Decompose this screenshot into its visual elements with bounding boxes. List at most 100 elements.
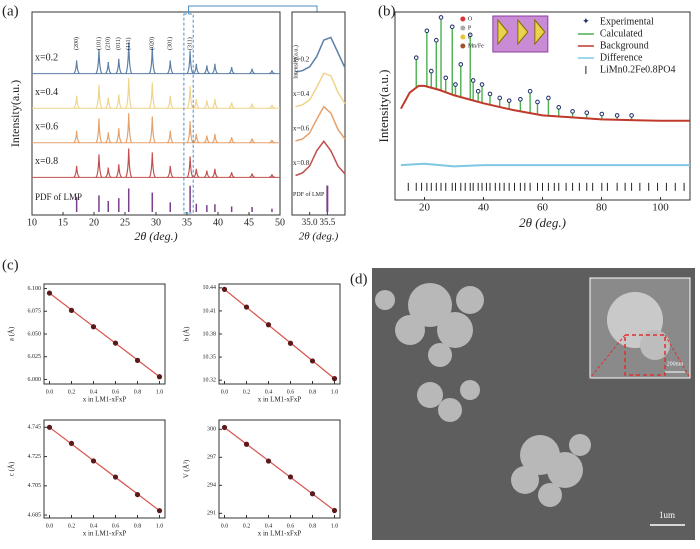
fit-line: [49, 292, 160, 378]
x-axis-label: x in LM1-xFxP: [258, 530, 302, 538]
peak: [166, 60, 174, 75]
series-label: x=0.4: [293, 90, 310, 98]
x-tick-label: 0.4: [265, 523, 273, 529]
peak: [166, 165, 174, 178]
x-tick-label: 15: [58, 217, 68, 228]
x-tick-label: 25: [120, 217, 130, 228]
peak: [125, 148, 133, 178]
point: [221, 424, 228, 431]
fit-line: [224, 288, 335, 380]
line: [295, 36, 346, 73]
plot-frame: [43, 419, 166, 519]
point: [265, 322, 272, 328]
structure-legend-dot: [460, 43, 466, 49]
peak: [104, 167, 112, 178]
experimental-point: [475, 88, 481, 94]
peak: [211, 168, 219, 178]
zoom-box: [183, 13, 194, 214]
peak: [228, 137, 235, 144]
zoom-connector: [188, 5, 318, 14]
experimental-point: [467, 32, 473, 38]
experimental-point: [497, 95, 503, 101]
experimental-point: [449, 24, 455, 30]
point: [331, 507, 338, 514]
x-tick-label: 0.6: [287, 389, 295, 395]
y-axis-label: V (Å³): [183, 459, 191, 478]
point: [243, 441, 250, 447]
fit-line: [49, 426, 160, 512]
structure-legend-label: Mn/Fe: [468, 43, 484, 49]
point: [46, 290, 53, 296]
panel-label: (b): [378, 3, 396, 19]
line: [400, 84, 690, 122]
y-axis-label: Intensity(a.u.): [8, 80, 22, 147]
peak: [203, 100, 211, 109]
x-tick-label: 10: [27, 217, 37, 228]
peak: [95, 48, 103, 75]
experimental-point: [413, 55, 419, 60]
peak: [95, 154, 103, 178]
x-tick-label: 20: [89, 217, 99, 228]
y-tick-label: 6.075: [28, 309, 42, 315]
y-tick-label: 10.41: [203, 308, 217, 314]
peak: [148, 116, 156, 144]
experimental-point: [453, 82, 458, 87]
x-tick-label: 0.6: [287, 523, 295, 529]
series-label: x=0.6: [293, 125, 310, 133]
experimental-point: [556, 105, 562, 110]
experimental-point: [443, 75, 449, 81]
experimental-point: [570, 109, 575, 114]
x-tick-label: 0.2: [243, 523, 251, 529]
series-label: x=0.4: [35, 87, 58, 98]
hkl-label: (101): [95, 37, 102, 50]
experimental-point: [487, 91, 493, 97]
point: [156, 374, 163, 380]
x-tick-label: 35.5: [319, 217, 335, 227]
x-tick-label: 50: [275, 217, 285, 228]
legend-label: LiMn0.2Fe0.8PO4: [600, 64, 676, 75]
peak: [115, 164, 123, 178]
y-tick-label: 6.025: [28, 354, 42, 360]
peak: [115, 128, 123, 144]
line: [295, 72, 346, 108]
series-label: x=0.6: [35, 122, 58, 133]
hkl-label: (301): [167, 37, 174, 50]
y-tick-label: 10.38: [203, 331, 217, 337]
y-tick-label: 291: [207, 511, 216, 517]
legend-label: Background: [600, 40, 649, 51]
y-tick-label: 10.44: [203, 285, 217, 291]
panel-label: (d): [350, 271, 368, 287]
point: [287, 340, 294, 346]
y-tick-label: 6.000: [28, 377, 42, 383]
y-tick-label: 4.685: [28, 512, 42, 518]
peak: [73, 60, 81, 75]
peak: [248, 68, 256, 75]
peak: [193, 133, 200, 144]
peak: [228, 102, 235, 109]
x-tick-label: 0.0: [46, 523, 54, 529]
y-tick-label: 300: [207, 427, 216, 433]
peak: [268, 174, 276, 178]
x-axis-label: x in LM1-xFxP: [83, 396, 127, 404]
y-axis-label: a (Å): [8, 326, 16, 341]
peak: [95, 118, 103, 144]
y-tick-label: 10.32: [203, 378, 217, 384]
peak: [268, 70, 276, 75]
peak: [248, 173, 256, 178]
hkl-label: (011): [115, 37, 122, 50]
structure-legend-dot: [460, 34, 466, 40]
series-label: x=0.8: [35, 156, 58, 167]
x-tick-label: 0.2: [68, 523, 76, 529]
structure-legend-label: P: [468, 25, 472, 31]
experimental-point: [614, 113, 620, 118]
point: [90, 324, 97, 330]
legend-marker: ✦: [582, 16, 590, 26]
x-tick-label: 60: [537, 202, 549, 214]
experimental-point: [438, 15, 444, 20]
line: [295, 105, 346, 142]
particles: [375, 283, 651, 507]
peak: [125, 77, 133, 109]
x-tick-label: 0.2: [243, 389, 251, 395]
series-label: x=0.8: [293, 159, 310, 167]
y-axis-label: Intensity(a.u.): [292, 45, 299, 79]
